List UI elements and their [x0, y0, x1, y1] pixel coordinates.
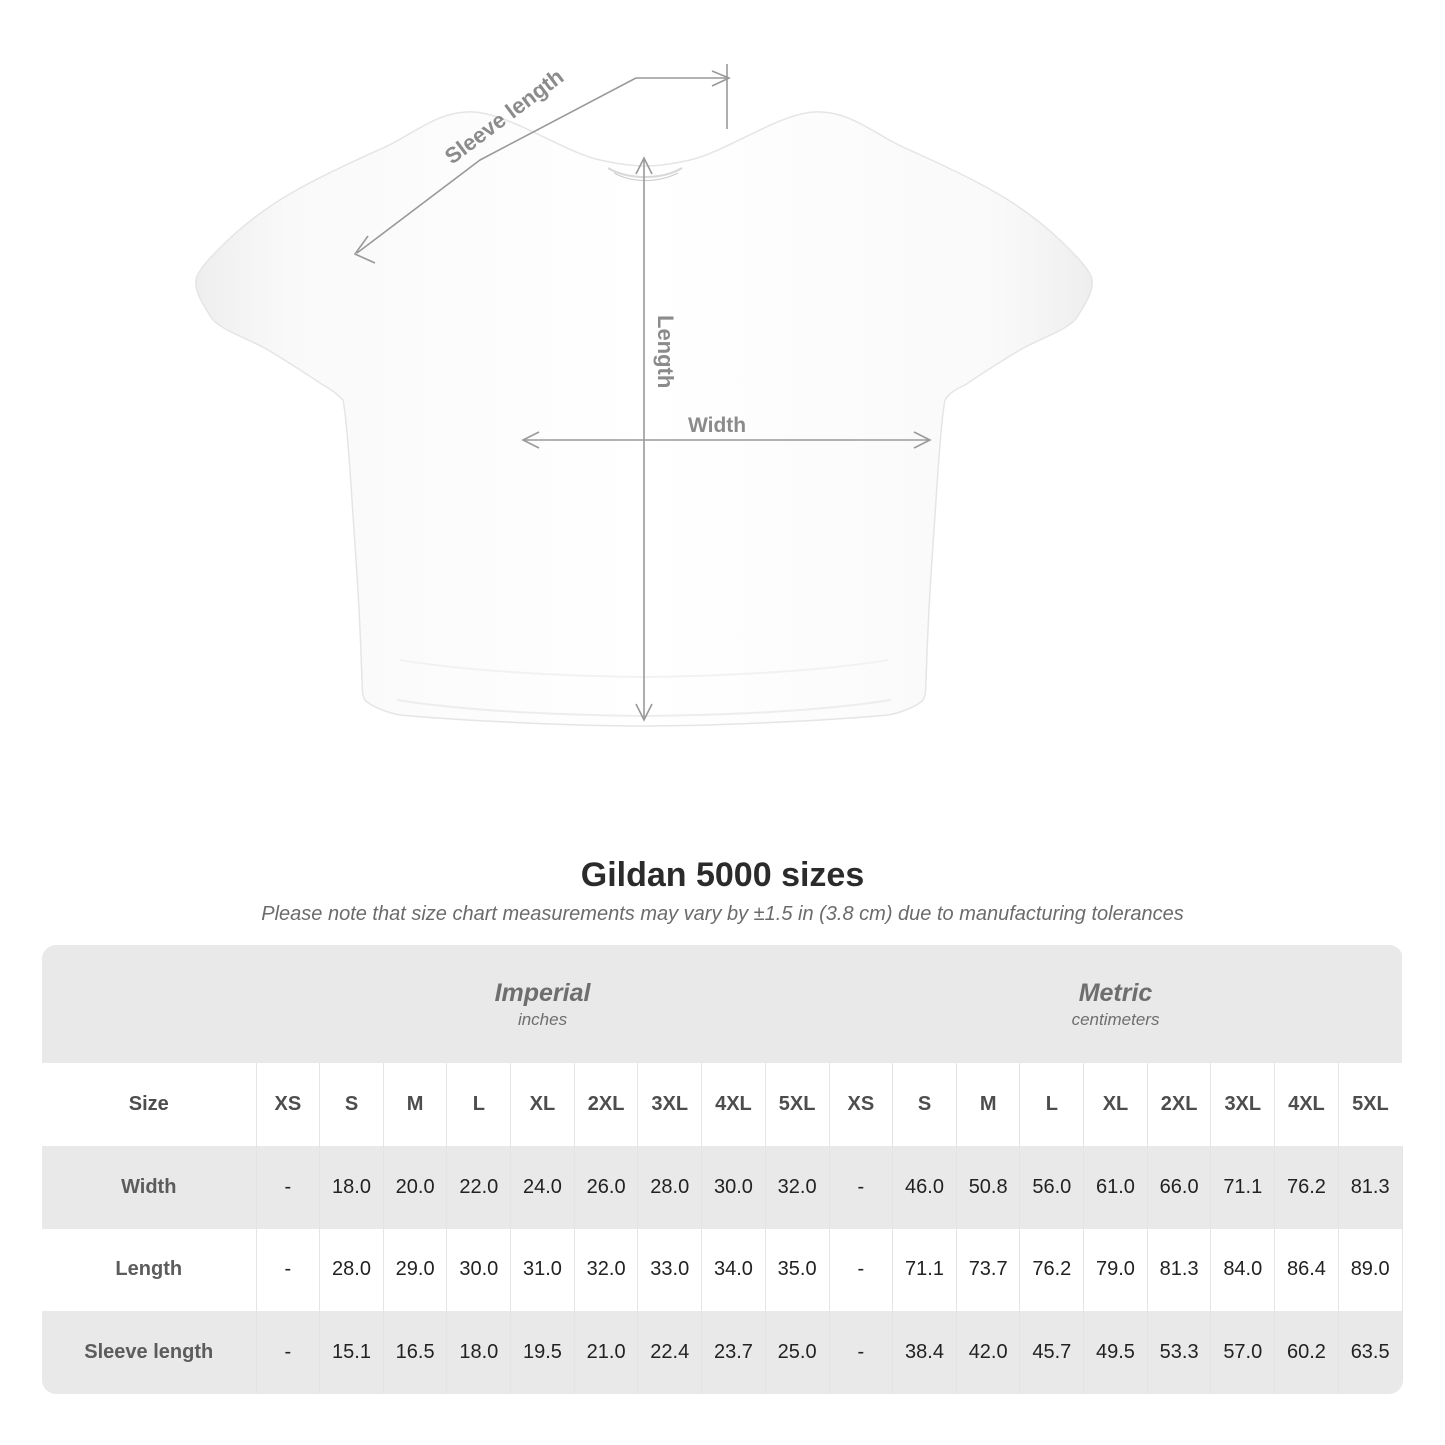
svg-text:Length: Length	[653, 315, 678, 388]
svg-text:Width: Width	[688, 414, 746, 437]
